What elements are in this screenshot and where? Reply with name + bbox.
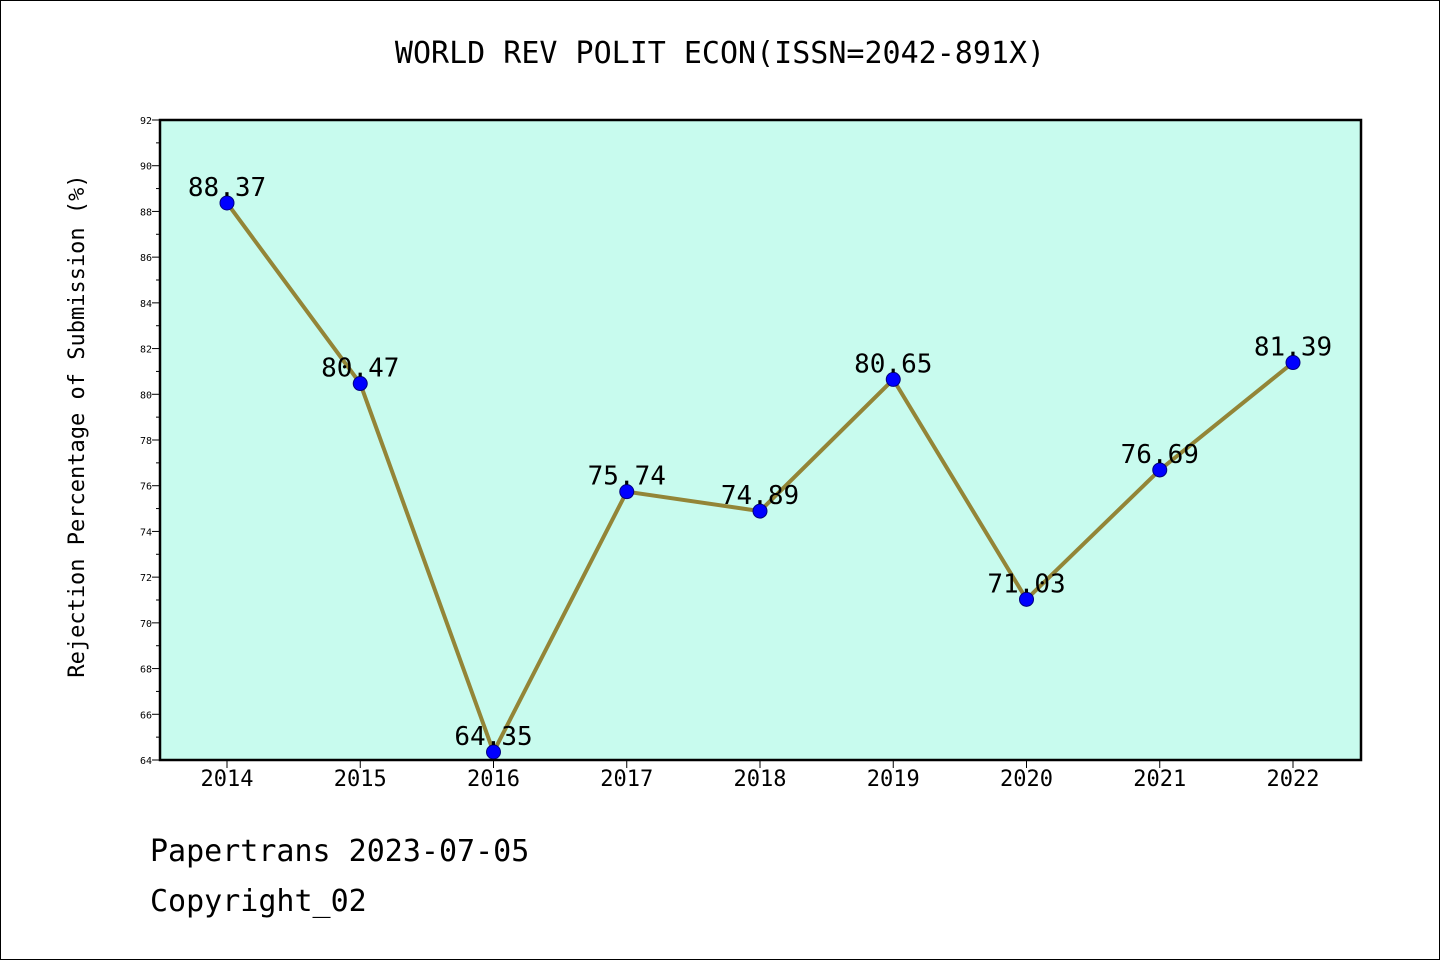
y-tick-label: 88 xyxy=(140,207,152,218)
x-tick-label: 2019 xyxy=(867,767,920,792)
y-tick-label: 84 xyxy=(140,299,152,310)
chart-title: WORLD REV POLIT ECON(ISSN=2042-891X) xyxy=(394,36,1046,71)
x-tick-label: 2021 xyxy=(1133,767,1186,792)
plot-area xyxy=(160,120,1361,760)
y-tick-label: 64 xyxy=(140,756,152,767)
data-point xyxy=(352,376,368,392)
data-point xyxy=(619,484,635,500)
data-point xyxy=(1285,355,1301,371)
footer-source: Papertrans 2023-07-05 xyxy=(150,834,530,869)
data-point xyxy=(885,371,901,387)
data-label: 80.65 xyxy=(854,349,932,379)
y-tick-label: 78 xyxy=(140,436,152,447)
plot-border xyxy=(158,118,1363,762)
data-point xyxy=(219,195,235,211)
data-label: 75.74 xyxy=(588,462,666,492)
y-tick-label: 66 xyxy=(140,710,152,721)
y-tick-label: 68 xyxy=(140,665,152,676)
y-tick-label: 86 xyxy=(140,253,152,264)
x-tick-label: 2018 xyxy=(734,767,787,792)
y-tick-label: 82 xyxy=(140,345,152,356)
data-label: 71.03 xyxy=(987,569,1065,599)
data-label: 64.35 xyxy=(454,722,532,752)
y-tick-label: 92 xyxy=(140,116,152,127)
footer-copyright: Copyright_02 xyxy=(150,884,367,919)
x-tick-label: 2016 xyxy=(467,767,520,792)
x-tick-label: 2020 xyxy=(1000,767,1053,792)
data-point xyxy=(1019,591,1034,607)
data-label: 74.89 xyxy=(721,481,799,511)
data-label: 81.39 xyxy=(1254,333,1332,363)
y-tick-label: 76 xyxy=(140,482,152,493)
x-tick-label: 2015 xyxy=(334,767,387,792)
y-tick-label: 72 xyxy=(140,573,152,584)
data-label: 88.37 xyxy=(188,173,266,203)
y-axis-label: Rejection Percentage of Submission (%) xyxy=(65,174,90,677)
x-tick-label: 2014 xyxy=(201,767,254,792)
data-point xyxy=(1152,462,1168,478)
y-tick-label: 90 xyxy=(140,162,152,173)
y-tick-label: 74 xyxy=(140,527,152,538)
data-label: 80.47 xyxy=(321,354,399,384)
data-point xyxy=(752,503,768,519)
y-tick-label: 70 xyxy=(140,619,152,630)
y-tick-label: 80 xyxy=(140,390,152,401)
x-tick-label: 2017 xyxy=(600,767,653,792)
data-label: 76.69 xyxy=(1121,440,1199,470)
x-tick-label: 2022 xyxy=(1267,767,1320,792)
